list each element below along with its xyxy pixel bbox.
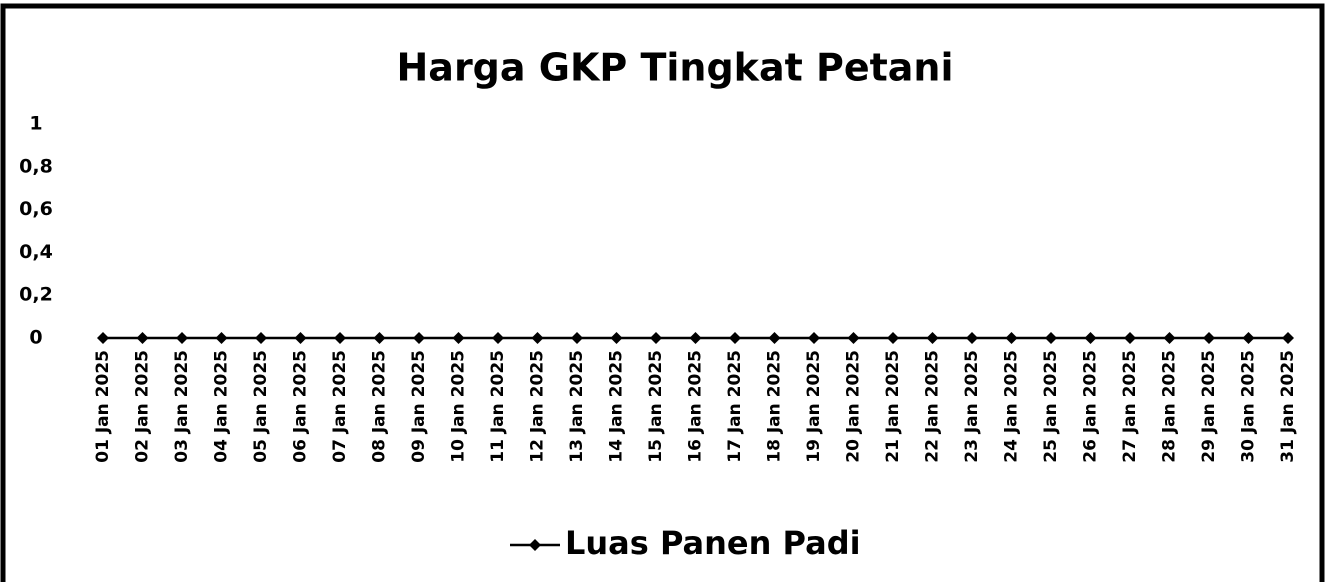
x-tick-label: 06 Jan 2025 bbox=[291, 350, 311, 463]
x-tick-label: 09 Jan 2025 bbox=[409, 350, 429, 463]
x-tick-label: 04 Jan 2025 bbox=[212, 350, 232, 463]
marker bbox=[847, 332, 860, 344]
marker bbox=[1282, 332, 1294, 344]
marker bbox=[1163, 332, 1176, 344]
marker bbox=[887, 332, 899, 344]
marker bbox=[1242, 332, 1255, 344]
marker bbox=[136, 332, 149, 344]
marker bbox=[1124, 332, 1136, 344]
marker bbox=[531, 332, 544, 344]
x-tick-label: 12 Jan 2025 bbox=[528, 350, 548, 463]
frame bbox=[0, 3, 1325, 582]
x-tick-label: 07 Jan 2025 bbox=[330, 350, 350, 463]
x-tick-label: 08 Jan 2025 bbox=[370, 350, 390, 463]
x-tick-label: 01 Jan 2025 bbox=[93, 350, 113, 463]
marker bbox=[215, 332, 228, 344]
y-tick-label: 0 bbox=[29, 327, 42, 349]
marker bbox=[1045, 332, 1057, 344]
x-tick-label: 16 Jan 2025 bbox=[686, 350, 706, 463]
marker bbox=[492, 332, 504, 344]
marker bbox=[729, 332, 741, 344]
x-tick-label: 29 Jan 2025 bbox=[1199, 350, 1219, 463]
x-tick-label: 28 Jan 2025 bbox=[1160, 350, 1180, 463]
x-tick-label: 11 Jan 2025 bbox=[488, 350, 508, 463]
marker bbox=[1084, 332, 1097, 344]
y-tick-label: 1 bbox=[29, 113, 42, 135]
marker bbox=[926, 332, 939, 344]
marker bbox=[689, 332, 702, 344]
x-tick-label: 05 Jan 2025 bbox=[251, 350, 271, 463]
marker bbox=[1005, 332, 1018, 344]
x-tick-label: 03 Jan 2025 bbox=[172, 350, 192, 463]
marker bbox=[255, 332, 267, 344]
marker bbox=[413, 332, 425, 344]
marker bbox=[452, 332, 465, 344]
x-tick-label: 18 Jan 2025 bbox=[765, 350, 785, 463]
marker bbox=[768, 332, 781, 344]
y-tick-label: 0,6 bbox=[19, 198, 53, 220]
marker bbox=[808, 332, 820, 344]
x-tick-label: 25 Jan 2025 bbox=[1041, 350, 1061, 463]
x-tick-label: 27 Jan 2025 bbox=[1120, 350, 1140, 463]
x-tick-label: 22 Jan 2025 bbox=[923, 350, 943, 463]
marker bbox=[1203, 332, 1215, 344]
x-tick-label: 30 Jan 2025 bbox=[1239, 350, 1259, 463]
x-tick-label: 26 Jan 2025 bbox=[1081, 350, 1101, 463]
y-tick-label: 0,8 bbox=[19, 155, 53, 177]
x-tick-label: 13 Jan 2025 bbox=[567, 350, 587, 463]
x-tick-label: 21 Jan 2025 bbox=[883, 350, 903, 463]
y-tick-label: 0,4 bbox=[19, 241, 53, 263]
marker bbox=[650, 332, 662, 344]
x-tick-label: 14 Jan 2025 bbox=[607, 350, 627, 463]
x-tick-label: 23 Jan 2025 bbox=[962, 350, 982, 463]
marker bbox=[176, 332, 188, 344]
x-tick-label: 15 Jan 2025 bbox=[646, 350, 666, 463]
x-tick-label: 31 Jan 2025 bbox=[1278, 350, 1298, 463]
x-tick-label: 19 Jan 2025 bbox=[804, 350, 824, 463]
marker bbox=[966, 332, 978, 344]
x-tick-label: 17 Jan 2025 bbox=[725, 350, 745, 463]
y-tick-label: 0,2 bbox=[19, 284, 53, 306]
x-tick-label: 24 Jan 2025 bbox=[1002, 350, 1022, 463]
marker bbox=[97, 332, 109, 344]
legend-label: Luas Panen Padi bbox=[565, 524, 861, 562]
marker bbox=[294, 332, 307, 344]
marker bbox=[571, 332, 583, 344]
x-tick-label: 02 Jan 2025 bbox=[133, 350, 153, 463]
marker bbox=[610, 332, 623, 344]
marker bbox=[373, 332, 386, 344]
chart-title: Harga GKP Tingkat Petani bbox=[397, 46, 954, 90]
marker bbox=[334, 332, 346, 344]
x-tick-label: 10 Jan 2025 bbox=[449, 350, 469, 463]
legend-marker bbox=[529, 539, 541, 551]
x-tick-label: 20 Jan 2025 bbox=[844, 350, 864, 463]
